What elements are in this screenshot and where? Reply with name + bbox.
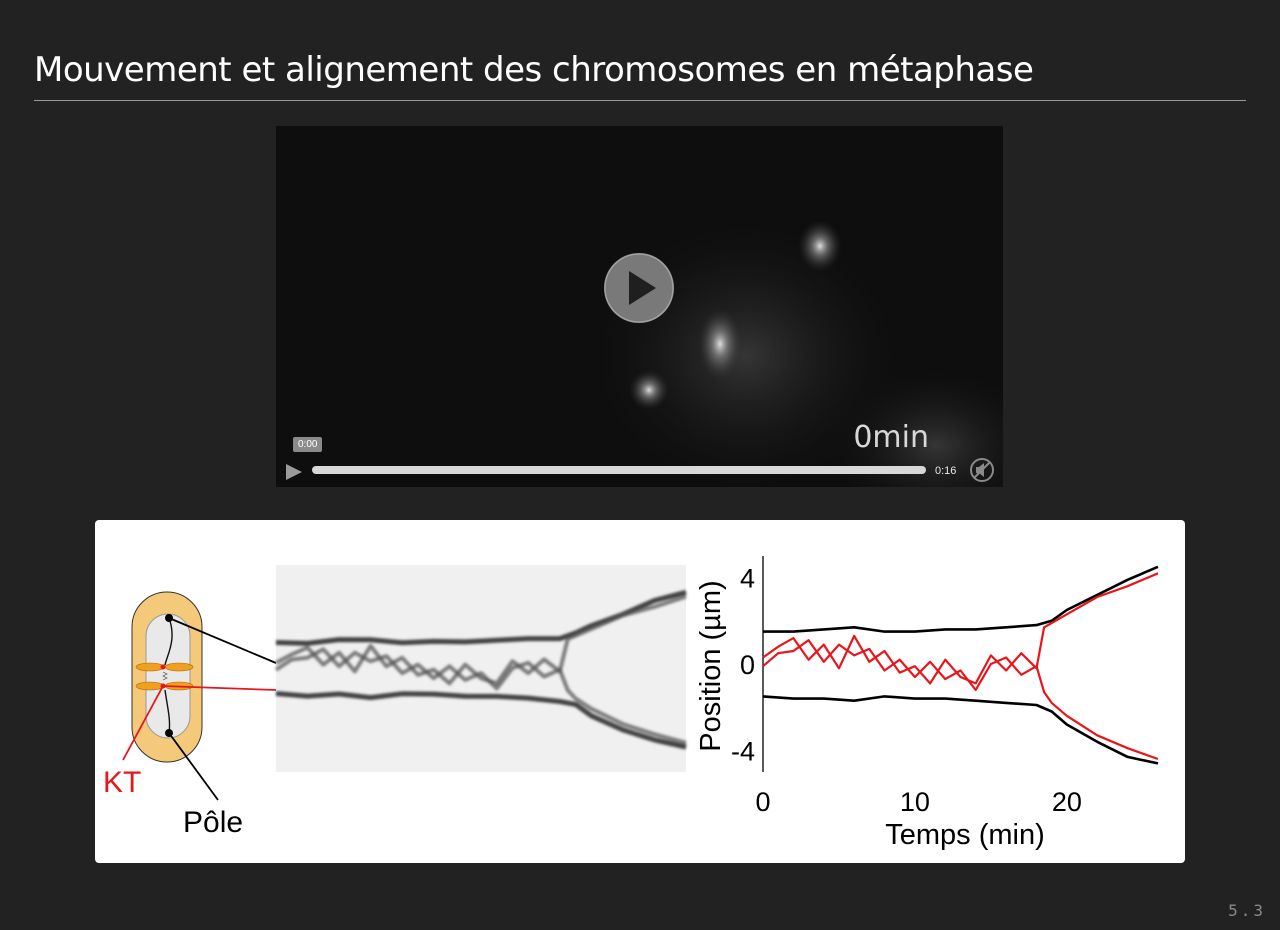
chromosome [135, 681, 165, 691]
slide-number: 5.3 [1228, 901, 1266, 920]
kt-label: KT [103, 766, 141, 799]
pointer-line [168, 617, 277, 664]
video-player[interactable]: 0min 0:00 0:16 [276, 126, 1003, 487]
play-icon[interactable] [284, 463, 304, 481]
duration-label: 0:16 [935, 465, 957, 477]
chromosome [164, 662, 194, 672]
current-time: 0:00 [293, 437, 323, 452]
x-tick-label: 0 [755, 787, 770, 817]
kymo-track [275, 594, 687, 686]
pole-spot [798, 220, 842, 272]
chromosome-spot [698, 308, 742, 380]
play-button[interactable] [604, 253, 674, 323]
kymograph [276, 565, 686, 772]
mute-icon[interactable] [969, 457, 995, 483]
page-title: Mouvement et alignement des chromosomes … [34, 50, 1034, 90]
series-line [762, 695, 1159, 765]
haze [826, 366, 1003, 487]
x-axis-label: Temps (min) [885, 819, 1045, 851]
spindle-area [145, 613, 191, 739]
pointer-line [168, 732, 219, 801]
figure-panel: KT Pôle 4 0 -4 0 10 20 Temps (min) Position (µm… [95, 520, 1185, 863]
series-line [762, 572, 1159, 685]
timestamp-overlay: 0min [853, 420, 929, 455]
y-tick-label: -4 [731, 736, 755, 766]
pole-spot [629, 370, 669, 410]
pointer-line [162, 685, 277, 691]
series-line [763, 565, 1159, 633]
kymograph-tracks [274, 589, 687, 750]
chromosome [135, 662, 165, 672]
x-tick-label: 10 [900, 787, 930, 817]
x-tick-label: 20 [1052, 787, 1082, 817]
play-icon [604, 253, 674, 323]
kinetochore [160, 664, 166, 670]
series-line [762, 639, 1159, 761]
kymo-track [275, 691, 687, 750]
kymo-track [274, 647, 687, 745]
spindle-fiber [164, 617, 173, 666]
y-tick-label: 4 [740, 564, 755, 594]
y-tick-label: 0 [740, 650, 755, 680]
spindle-fiber [164, 689, 171, 733]
title-divider [34, 100, 1246, 101]
cohesin [162, 671, 168, 681]
seek-bar[interactable] [312, 466, 926, 474]
pointer-line [122, 685, 164, 761]
pole-label: Pôle [183, 806, 243, 839]
y-axis-label: Position (µm) [695, 580, 727, 751]
video-controls: 0:00 0:16 [276, 437, 1003, 487]
